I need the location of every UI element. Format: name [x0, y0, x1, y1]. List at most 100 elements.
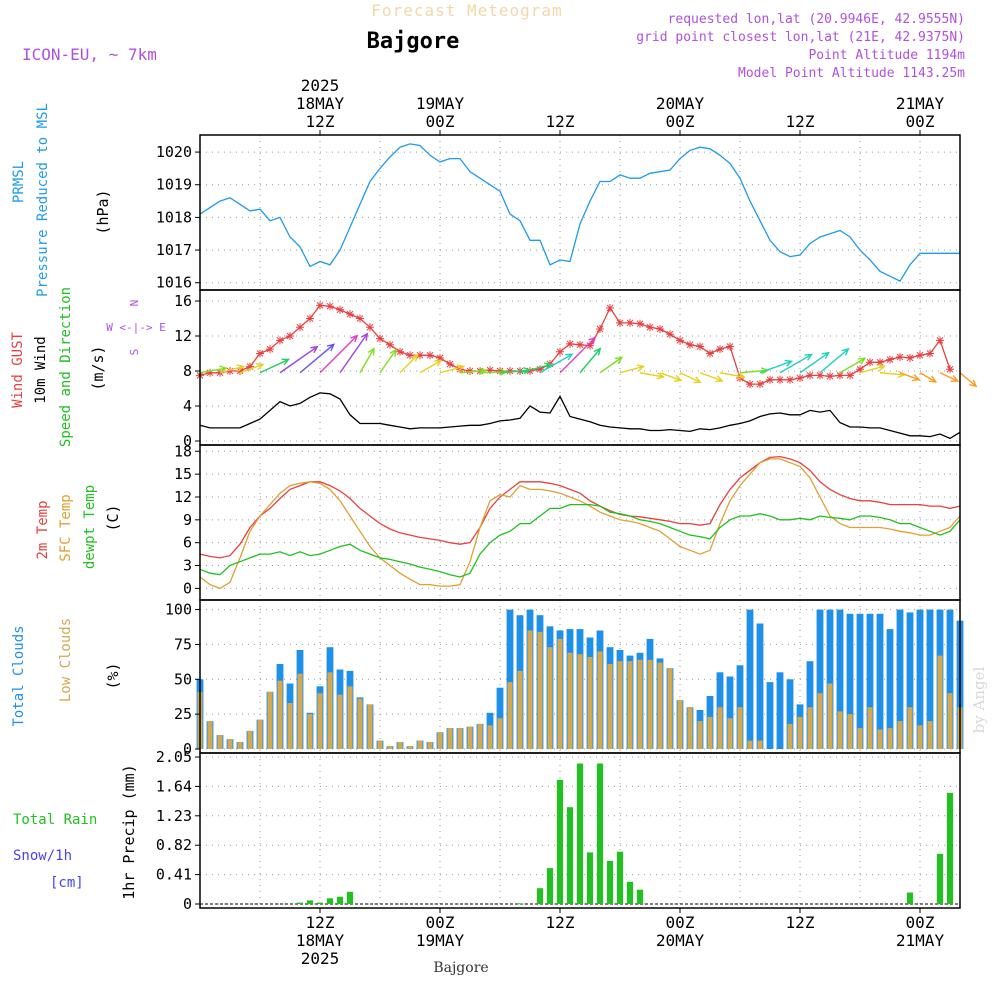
gust-marker: [786, 375, 794, 384]
top-time-label: 00Z: [906, 112, 935, 131]
low-clouds-bar: [727, 718, 733, 749]
wind-direction-arrow: [899, 372, 920, 381]
low-clouds-bar: [667, 668, 673, 749]
rain-bar: [616, 851, 624, 904]
wind-direction-arrow: [199, 367, 227, 374]
wind-unit-label: (m/s): [89, 345, 107, 390]
low-clouds-bar: [867, 707, 873, 749]
precipitation-ytick-label: 0.41: [156, 866, 192, 884]
temperature-ytick-label: 15: [174, 465, 192, 483]
gust-marker: [496, 367, 504, 375]
wind-direction-arrow: [939, 372, 959, 382]
wind-arrow-head: [656, 372, 666, 380]
wind-arrow-head: [360, 332, 369, 341]
low-clouds-bar: [517, 670, 523, 749]
credit-watermark: by Angel: [970, 666, 988, 733]
gust-marker: [586, 341, 594, 350]
wind-arrow-head: [367, 347, 375, 356]
low-clouds-bar: [527, 630, 533, 749]
gust-marker: [506, 367, 514, 375]
low-clouds-bar: [947, 693, 953, 749]
bottom-time-label: 12Z: [306, 913, 335, 932]
wind-arrow-head: [236, 364, 246, 372]
gust-marker: [686, 340, 694, 349]
wind-direction-arrow: [799, 352, 830, 374]
top-time-label: 18MAY: [296, 94, 345, 113]
pressure-ytick-label: 1020: [156, 143, 192, 161]
low-clouds-bar: [817, 693, 823, 749]
snow-unit-label: [cm]: [50, 875, 84, 891]
low-clouds-bar: [837, 711, 843, 749]
gust-marker: [766, 375, 774, 384]
low-clouds-bar: [587, 657, 593, 749]
total-clouds-bar: [806, 661, 814, 749]
wind-direction-arrow: [699, 372, 723, 382]
wind-arrow-head: [784, 359, 794, 367]
wind-arrow-head: [912, 374, 921, 382]
gust-marker: [936, 336, 944, 345]
wind-arrow-head: [389, 348, 397, 357]
total-clouds-bar: [726, 676, 734, 749]
gust-marker: [606, 304, 614, 312]
low-clouds-bar: [847, 714, 853, 749]
temperature-frame: [199, 444, 961, 601]
low-clouds-bar: [427, 742, 433, 749]
wind-arrow-head: [804, 353, 813, 361]
gust-marker: [946, 365, 954, 374]
wind-direction-arrow: [559, 337, 596, 374]
wind-direction-arrow: [339, 333, 368, 374]
gust-marker: [576, 340, 584, 349]
wind-arrow-head: [310, 345, 319, 354]
wind-arrow-head: [544, 362, 553, 370]
low-clouds-bar: [647, 659, 653, 749]
top-time-label: 00Z: [666, 112, 695, 131]
wind-direction-arrow: [439, 365, 464, 374]
wind-direction-arrow: [379, 349, 397, 374]
wind-direction-arrow: [419, 359, 442, 374]
low-clouds-bar: [677, 700, 683, 749]
precip-unit-label: 1hr Precip (mm): [120, 764, 138, 899]
wind-arrow-head: [593, 347, 602, 356]
temperature-series-dewpt-temp: [199, 503, 961, 578]
rain-bar: [586, 852, 594, 904]
low-clouds-bar: [927, 721, 933, 749]
low-clouds-bar: [287, 703, 293, 749]
temperature-series-2m-temp: [199, 455, 961, 559]
gust-marker: [366, 323, 374, 332]
gust-marker: [416, 351, 424, 360]
clouds-panel: [196, 609, 964, 750]
gust-marker: [596, 325, 604, 333]
wind-panel: [196, 301, 978, 440]
wind-arrow-head: [588, 336, 597, 345]
gust-marker: [316, 301, 324, 310]
gust-marker: [276, 336, 284, 345]
low-clouds-bar: [307, 714, 313, 749]
rain-bar: [326, 898, 334, 904]
gust-marker: [826, 372, 834, 381]
gust-marker: [716, 345, 724, 354]
pressure-series-line: [199, 143, 960, 282]
rain-bar: [516, 903, 524, 905]
gust-marker: [376, 334, 384, 343]
rain-bar: [566, 807, 574, 904]
low-clouds-bar: [477, 723, 483, 749]
low-clouds-bar: [547, 647, 553, 749]
gust-marker: [656, 325, 664, 333]
low-clouds-bar: [297, 673, 303, 749]
low-clouds-bar: [267, 691, 273, 749]
wind-direction-arrow: [399, 354, 419, 374]
bottom-time-label: 21MAY: [896, 931, 945, 950]
low-clouds-bar: [217, 735, 223, 749]
low-clouds-bar: [657, 662, 663, 749]
gust-marker: [646, 323, 654, 332]
wind-direction-arrow: [959, 372, 977, 387]
wind-direction-arrow: [499, 369, 531, 374]
bottom-time-label: 12Z: [546, 913, 575, 932]
gust-marker: [556, 347, 564, 356]
wind-ytick-label: 0: [183, 432, 192, 450]
gust-marker: [696, 342, 704, 351]
low-clouds-bar: [567, 652, 573, 749]
wind-ytick-label: 12: [174, 327, 192, 345]
